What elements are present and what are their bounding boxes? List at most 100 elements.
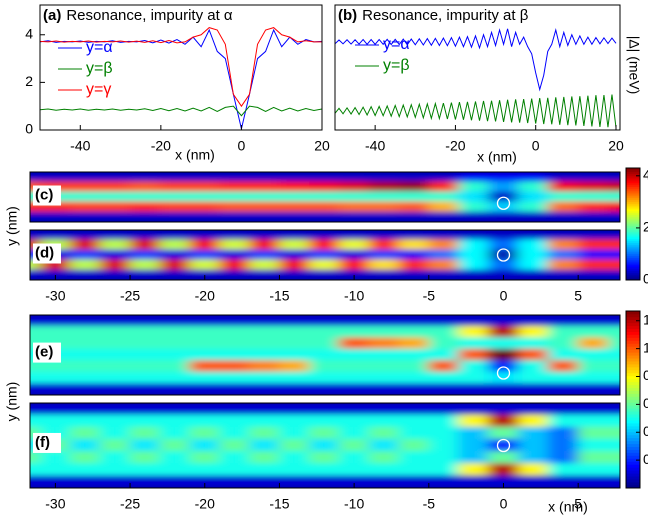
heatmap-cell	[458, 371, 490, 385]
heatmap-cell	[219, 269, 251, 280]
heatmap-cell	[458, 315, 490, 327]
heatmap-cell	[278, 230, 310, 241]
chart-title: Resonance, impurity at α	[66, 7, 233, 24]
colorbar-segment	[626, 357, 640, 362]
colorbar-segment	[626, 369, 640, 374]
heatmap-cell	[398, 451, 430, 465]
colorbar-segment	[626, 193, 640, 197]
heatmap-cell	[249, 239, 280, 251]
heatmap-cell	[69, 383, 101, 395]
colorbar-segment	[626, 259, 640, 262]
heatmap-cell	[577, 383, 609, 395]
heatmap-cell	[428, 348, 460, 362]
heatmap-cell	[219, 337, 251, 350]
heatmap-cell	[428, 325, 460, 339]
heatmap-cell	[607, 211, 620, 222]
heatmap-cell	[99, 426, 131, 440]
x-axis-label: x (nm)	[175, 147, 215, 163]
panel-label-box	[33, 342, 61, 363]
heatmap-cell	[577, 230, 609, 241]
heatmap-cell	[99, 438, 131, 453]
panel-label-box	[33, 243, 61, 264]
heatmap-cell	[607, 181, 620, 193]
heatmap-cell	[30, 230, 41, 241]
colorbar-segment	[626, 446, 640, 450]
heatmap-cell	[219, 172, 251, 183]
colorbar-segment	[626, 216, 640, 219]
heatmap-cell	[577, 191, 609, 203]
heatmap-cell	[577, 451, 609, 465]
heatmap-cell	[189, 269, 221, 280]
colorbar-segment	[626, 277, 640, 281]
heatmap-cell	[607, 337, 620, 350]
heatmap-cell	[488, 259, 519, 271]
heatmap-cell	[338, 475, 370, 488]
heatmap-cell	[219, 191, 251, 203]
heatmap-cell	[577, 201, 609, 213]
heatmap-cell	[159, 360, 191, 373]
colorbar-segment	[626, 334, 640, 338]
heatmap-cell	[398, 211, 430, 222]
heatmap-cell	[398, 201, 430, 213]
heatmap-cell	[428, 172, 460, 183]
heatmap-cell	[488, 403, 519, 416]
x-tick-label: -5	[423, 496, 436, 512]
heatmap-cell	[189, 451, 221, 465]
heatmap-cell	[338, 269, 370, 280]
heatmap-cell	[278, 172, 310, 183]
heatmap-cell	[159, 181, 191, 193]
heatmap-cell	[278, 463, 310, 477]
heatmap-cell	[338, 325, 370, 339]
heatmap-cell	[99, 249, 131, 261]
heatmap-cell	[338, 211, 370, 222]
heatmap-cell	[517, 269, 549, 280]
heatmap-cell	[607, 348, 620, 362]
plot-area	[335, 28, 617, 128]
heatmap-cell	[278, 475, 310, 488]
colorbar-segment	[626, 240, 640, 243]
heatmap-cell	[338, 315, 370, 327]
x-tick-label: -25	[120, 496, 140, 512]
colorbar-segment	[626, 231, 640, 234]
heatmap-cell	[517, 403, 549, 416]
heatmap-cell	[30, 371, 41, 385]
heatmap-cell	[129, 211, 161, 222]
colorbar-segment	[626, 173, 640, 176]
heatmap-cell	[69, 249, 101, 261]
heatmap-cell	[69, 475, 101, 488]
heatmap-cell	[189, 337, 221, 350]
heatmap-cell	[398, 403, 430, 416]
heatmap-cell	[99, 172, 131, 183]
impurity-marker	[496, 248, 511, 262]
heatmap-cell	[159, 438, 191, 453]
heatmap-cell	[517, 172, 549, 183]
colorbar-segment	[626, 208, 640, 212]
colorbar-segment	[626, 214, 640, 217]
heatmap-cell	[398, 383, 430, 395]
colorbar-segment	[626, 472, 640, 477]
panel-label-box	[33, 432, 61, 453]
heatmap-cell	[517, 371, 549, 385]
heatmap-cell	[219, 475, 251, 488]
heatmap-cell	[488, 325, 519, 339]
heatmap-cell	[278, 426, 310, 440]
heatmap-cell	[607, 259, 620, 271]
colorbar-segment	[626, 238, 640, 242]
heatmap-cell	[488, 475, 519, 488]
colorbar-segment	[626, 251, 640, 255]
colorbar-segment	[626, 452, 640, 456]
heatmap-cell	[607, 426, 620, 440]
heatmap-cell	[219, 360, 251, 373]
heatmap-cell	[159, 475, 191, 488]
colorbar-segment	[626, 247, 640, 251]
heatmap-cell	[39, 475, 71, 488]
colorbar-segment	[626, 244, 640, 247]
heatmap-cell	[249, 451, 280, 465]
heatmap-cell	[547, 463, 579, 477]
heatmap-cell	[577, 438, 609, 453]
panel-label: (e)	[35, 344, 53, 361]
heatmap-cell	[428, 249, 460, 261]
heatmap-cell	[428, 211, 460, 222]
heatmap-cell	[517, 325, 549, 339]
heatmap-cell	[458, 211, 490, 222]
